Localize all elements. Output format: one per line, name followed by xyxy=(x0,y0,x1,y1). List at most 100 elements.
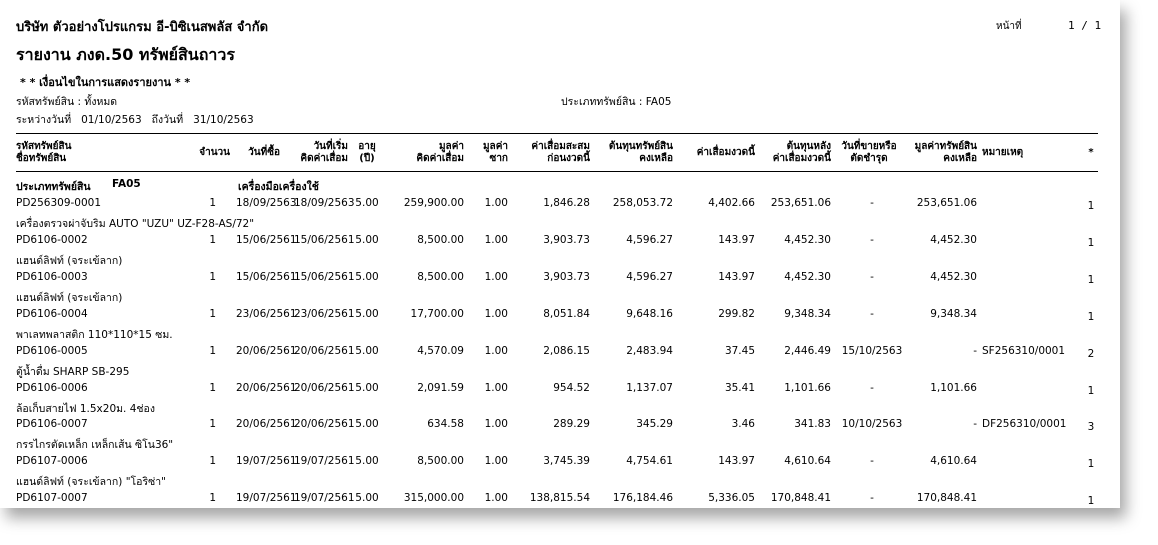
col-after-line1: ต้นทุนหลัง xyxy=(786,141,831,152)
cell-value: 315,000.00 xyxy=(403,492,464,504)
cell-assetval: 9,348.34 xyxy=(930,308,977,320)
cell-sell: 10/10/2563 xyxy=(841,418,903,430)
cell-star: 3 xyxy=(1087,421,1095,433)
cell-after: 4,452.30 xyxy=(784,234,831,246)
cell-star: 1 xyxy=(1087,458,1095,470)
cell-qty: 1 xyxy=(209,308,216,320)
cell-asset-name: แฮนด์ลิฟท์ (จระเข้ลาก) "โอริซ่า" xyxy=(16,476,166,488)
col-acc-line2: ก่อนงวดนี้ xyxy=(547,153,590,164)
cell-buy: 20/06/2561 xyxy=(236,345,297,357)
cell-scrap: 1.00 xyxy=(484,345,508,357)
col-value-line2: คิดค่าเสื่อม xyxy=(416,153,464,164)
page-label: หน้าที่ xyxy=(996,21,1022,32)
col-scrap-line1: มูลค่า xyxy=(482,141,508,152)
cell-acc: 8,051.84 xyxy=(543,308,590,320)
cell-code: PD6106-0003 xyxy=(16,271,88,283)
page-number: 1 / 1 xyxy=(1068,19,1102,32)
cell-life: 5.00 xyxy=(355,418,379,430)
cell-after: 2,446.49 xyxy=(784,345,831,357)
cell-scrap: 1.00 xyxy=(484,382,508,394)
cell-value: 17,700.00 xyxy=(410,308,464,320)
cell-sell: - xyxy=(870,197,874,209)
cell-star: 1 xyxy=(1087,385,1095,397)
cell-remain: 258,053.72 xyxy=(612,197,673,209)
cell-star: 1 xyxy=(1087,237,1095,249)
col-qty: จำนวน xyxy=(199,147,230,158)
cell-start: 20/06/2561 xyxy=(294,345,355,357)
cell-start: 23/06/2561 xyxy=(294,308,355,320)
cell-after: 4,610.64 xyxy=(784,455,831,467)
cell-qty: 1 xyxy=(209,418,216,430)
cell-remain: 4,596.27 xyxy=(626,271,673,283)
cell-dep: 5,336.05 xyxy=(708,492,755,504)
conditions-title: * * เงื่อนไขในการแสดงรายงาน * * xyxy=(20,76,191,89)
col-start-line1: วันที่เริ่ม xyxy=(313,141,348,152)
col-sell-line1: วันที่ขายหรือ xyxy=(841,141,897,152)
cell-assetval: 1,101.66 xyxy=(930,382,977,394)
col-start-date: วันที่เริ่ม คิดค่าเสื่อม xyxy=(290,141,348,165)
cell-star: 1 xyxy=(1087,200,1095,212)
cell-value: 8,500.00 xyxy=(417,234,464,246)
cell-sell: - xyxy=(870,492,874,504)
cell-value: 634.58 xyxy=(427,418,464,430)
cell-scrap: 1.00 xyxy=(484,492,508,504)
cell-acc: 3,903.73 xyxy=(543,271,590,283)
cell-start: 15/06/2561 xyxy=(294,234,355,246)
cell-qty: 1 xyxy=(209,455,216,467)
cell-code: PD6107-0006 xyxy=(16,455,88,467)
cell-sell: - xyxy=(870,455,874,467)
cell-assetval: 170,848.41 xyxy=(916,492,977,504)
cell-scrap: 1.00 xyxy=(484,418,508,430)
company-name: บริษัท ตัวอย่างโปรแกรม อี-บิซิเนสพลัส จำ… xyxy=(16,20,269,35)
col-buy-date: วันที่ซื้อ xyxy=(248,147,280,158)
cell-start: 20/06/2561 xyxy=(294,382,355,394)
cell-code: PD6106-0006 xyxy=(16,382,88,394)
to-date: 31/10/2563 xyxy=(193,114,254,126)
cell-start: 19/07/2561 xyxy=(294,492,355,504)
cell-remark: DF256310/0001 xyxy=(982,418,1067,430)
cell-sell: - xyxy=(870,308,874,320)
cell-after: 9,348.34 xyxy=(784,308,831,320)
cell-after: 4,452.30 xyxy=(784,271,831,283)
col-value: มูลค่า คิดค่าเสื่อม xyxy=(400,141,464,165)
cell-code: PD256309-0001 xyxy=(16,197,102,209)
cell-start: 15/06/2561 xyxy=(294,271,355,283)
cell-remain: 1,137.07 xyxy=(626,382,673,394)
cell-acc: 2,086.15 xyxy=(543,345,590,357)
cell-code: PD6106-0005 xyxy=(16,345,88,357)
cell-assetval: 253,651.06 xyxy=(916,197,977,209)
col-acc-line1: ค่าเสื่อมสะสม xyxy=(531,141,590,152)
col-period-dep: ค่าเสื่อมงวดนี้ xyxy=(696,147,755,158)
cell-scrap: 1.00 xyxy=(484,271,508,283)
cell-scrap: 1.00 xyxy=(484,197,508,209)
col-assetval-line1: มูลค่าทรัพย์สิน xyxy=(914,141,977,152)
cell-after: 253,651.06 xyxy=(770,197,831,209)
cell-acc: 1,846.28 xyxy=(543,197,590,209)
cell-code: PD6107-0007 xyxy=(16,492,88,504)
col-remain-line2: คงเหลือ xyxy=(639,153,673,164)
cell-assetval: - xyxy=(973,418,977,430)
cell-dep: 143.97 xyxy=(718,455,755,467)
col-remain-line1: ต้นทุนทรัพย์สิน xyxy=(608,141,673,152)
col-start-line2: คิดค่าเสื่อม xyxy=(300,153,348,164)
col-acc-dep: ค่าเสื่อมสะสม ก่อนงวดนี้ xyxy=(514,141,590,165)
col-life: อายุ (ปี) xyxy=(352,141,382,165)
cell-life: 5.00 xyxy=(355,382,379,394)
col-value-line1: มูลค่า xyxy=(438,141,464,152)
cell-sell: 15/10/2563 xyxy=(841,345,903,357)
cell-value: 4,570.09 xyxy=(417,345,464,357)
col-remain-cost: ต้นทุนทรัพย์สิน คงเหลือ xyxy=(594,141,673,165)
cell-dep: 37.45 xyxy=(724,345,755,357)
report-page: บริษัท ตัวอย่างโปรแกรม อี-บิซิเนสพลัส จำ… xyxy=(16,19,1102,507)
cell-remain: 2,483.94 xyxy=(626,345,673,357)
cell-life: 5.00 xyxy=(355,345,379,357)
cell-star: 1 xyxy=(1087,495,1095,507)
cell-remark: SF256310/0001 xyxy=(982,345,1066,357)
cell-asset-name: ล้อเก็บสายไฟ 1.5x20ม. 4ช่อง xyxy=(16,403,155,415)
col-life-line1: อายุ xyxy=(358,141,376,152)
cell-code: PD6106-0004 xyxy=(16,308,88,320)
cell-after: 341.83 xyxy=(794,418,831,430)
cell-buy: 19/07/2561 xyxy=(236,455,297,467)
header-bottom-rule xyxy=(16,171,1098,172)
cell-qty: 1 xyxy=(209,492,216,504)
